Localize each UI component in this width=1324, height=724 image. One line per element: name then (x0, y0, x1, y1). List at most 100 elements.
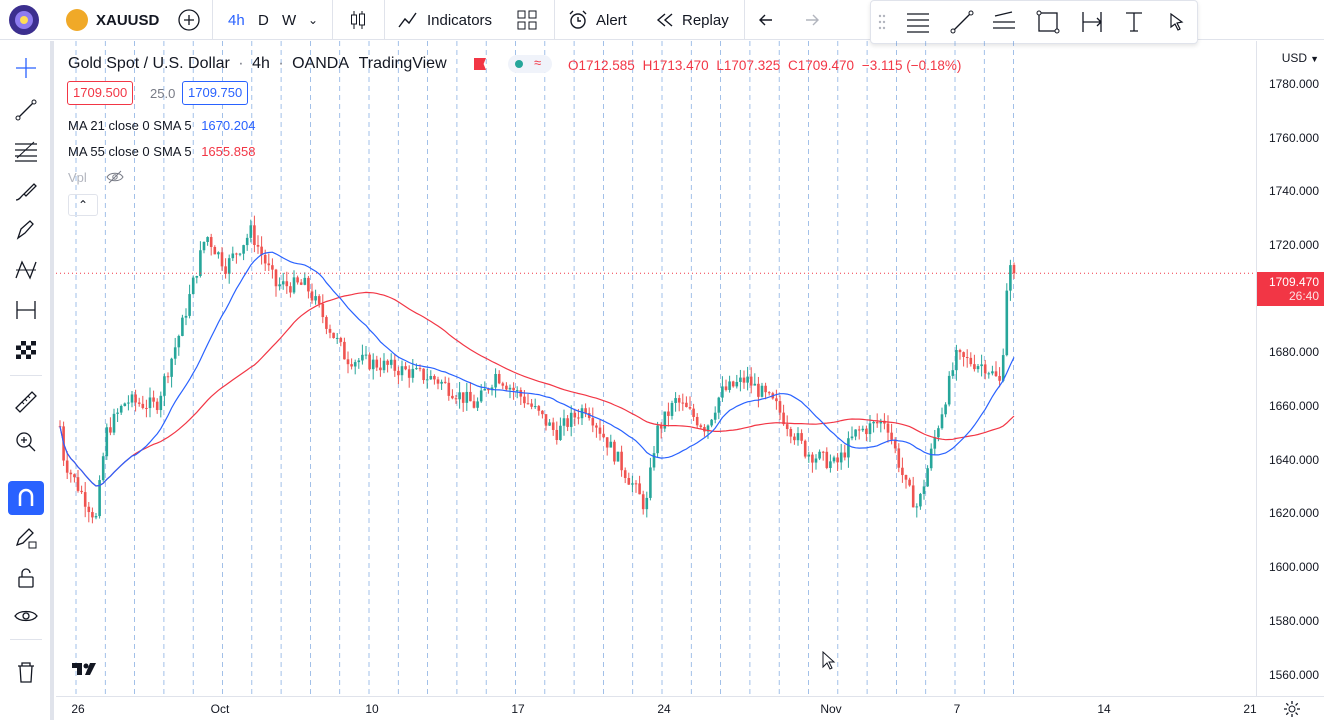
price-axis[interactable]: USD▼ 1780.000 1760.000 1740.000 1720.000 170… (1256, 41, 1324, 696)
drag-handle[interactable] (873, 7, 891, 37)
hide-drawings-button[interactable] (8, 599, 44, 633)
lock-drawings-button[interactable] (8, 561, 44, 595)
candle-body (328, 328, 332, 333)
candle-body (915, 506, 919, 508)
redo-icon (806, 14, 819, 26)
ma55-legend[interactable]: MA 55 close 0 SMA 5 1655.858 (68, 144, 255, 159)
candle-body (235, 253, 238, 255)
redo-button[interactable] (798, 0, 822, 40)
candle-body (170, 358, 173, 377)
candle-body (994, 371, 998, 377)
chart-type-button[interactable] (346, 0, 370, 40)
candle-body (418, 368, 422, 370)
time-axis[interactable]: 26 Oct 10 17 24 Nov 7 14 21 (56, 696, 1324, 720)
ma21-legend[interactable]: MA 21 close 0 SMA 5 1670.204 (68, 118, 255, 133)
candle-body (177, 335, 181, 348)
candle-body (415, 368, 418, 370)
alert-button[interactable]: Alert (566, 0, 627, 40)
status-pill[interactable]: ≈ (508, 55, 552, 73)
candle-body (699, 425, 703, 428)
delay-wave-icon: ≈ (534, 55, 542, 70)
currency-label: USD (1281, 51, 1308, 65)
candle-body (245, 237, 249, 246)
chart-pane[interactable]: Gold Spot / U.S. Dollar · 4h · OANDA Tra… (56, 41, 1256, 696)
tradingview-logo[interactable] (70, 657, 100, 681)
icons-tool[interactable] (8, 333, 44, 367)
gold-coin-icon (66, 9, 88, 31)
candle-body (681, 402, 685, 404)
bar-countdown: 26:40 (1288, 289, 1319, 303)
candle-body (890, 432, 893, 440)
measure-range-tool[interactable] (8, 293, 44, 327)
fib-tool[interactable] (8, 133, 44, 167)
candle-body (339, 337, 343, 342)
current-price-value: 1709.470 (1268, 275, 1319, 289)
candle-body (238, 253, 242, 255)
candle-body (119, 405, 123, 413)
zoom-in-tool[interactable] (8, 425, 44, 459)
ask-price-button[interactable]: 1709.750 (182, 81, 249, 105)
undo-button[interactable] (756, 0, 780, 40)
candle-body (224, 266, 227, 274)
pen-tool[interactable] (8, 213, 44, 247)
candle-body (742, 377, 746, 383)
brush-tool[interactable] (8, 175, 44, 209)
candle-body (371, 359, 375, 370)
interval-w[interactable]: W (282, 0, 296, 40)
candle-body (231, 253, 235, 259)
interval-dropdown[interactable]: ⌄ (308, 0, 318, 40)
stay-in-drawing-mode[interactable] (8, 521, 44, 555)
trend-line-tool[interactable] (947, 7, 977, 37)
cursor-tool[interactable] (1161, 7, 1191, 37)
date-price-range-icon (16, 301, 36, 319)
channel-tool[interactable] (989, 7, 1019, 37)
vpl-legend[interactable]: Vpl (68, 170, 125, 185)
candle-body (973, 364, 976, 370)
line-tool[interactable] (8, 93, 44, 127)
candle-body (886, 423, 890, 433)
price-tick: 1620.000 (1268, 506, 1319, 521)
ruler-tool[interactable] (8, 385, 44, 419)
candle-body (587, 413, 591, 419)
interval-d[interactable]: D (258, 0, 269, 40)
interval-w-label: W (282, 11, 297, 29)
candle-body (530, 403, 533, 407)
candle-body (393, 359, 397, 371)
candle-body (652, 453, 656, 468)
indicators-button[interactable]: Indicators (396, 0, 492, 40)
candle-body (667, 411, 670, 416)
rectangle-tool[interactable] (1033, 7, 1063, 37)
symbol-search-button[interactable]: XAUUSD (60, 0, 159, 40)
candle-body (94, 516, 98, 518)
chart-settings-button[interactable] (1282, 699, 1302, 719)
date-range-tool[interactable] (1077, 7, 1107, 37)
bid-price: 1709.500 (73, 85, 128, 100)
compare-add-button[interactable] (176, 0, 202, 40)
pattern-tool[interactable] (8, 253, 44, 287)
user-avatar[interactable] (8, 0, 40, 40)
magnet-mode-toggle[interactable] (8, 481, 44, 515)
replay-button[interactable]: Replay (654, 0, 729, 40)
arrow-cursor-icon (1170, 12, 1184, 31)
interval-4h[interactable]: 4h (228, 0, 245, 40)
text-tool[interactable] (1119, 7, 1149, 37)
remove-drawings-button[interactable] (8, 655, 44, 689)
ask-price: 1709.750 (188, 85, 243, 100)
candle-body (677, 398, 681, 403)
candle-body (447, 382, 451, 396)
collapse-legend-button[interactable]: ⌃ (68, 194, 98, 216)
crosshair-tool[interactable] (8, 51, 44, 85)
bid-price-button[interactable]: 1709.500 (67, 81, 134, 105)
horizontal-lines-tool[interactable] (903, 7, 933, 37)
candle-body (1012, 264, 1016, 274)
alert-label: Alert (596, 11, 627, 29)
candle-body (1001, 355, 1005, 381)
candle-body (875, 421, 879, 424)
candle-body (569, 412, 573, 427)
avatar-icon (9, 5, 39, 35)
currency-selector[interactable]: USD ▼ (1257, 51, 1319, 65)
candlestick-chart[interactable] (56, 41, 1256, 696)
templates-button[interactable] (514, 0, 540, 40)
candle-body (983, 364, 987, 374)
candle-body (368, 354, 371, 370)
